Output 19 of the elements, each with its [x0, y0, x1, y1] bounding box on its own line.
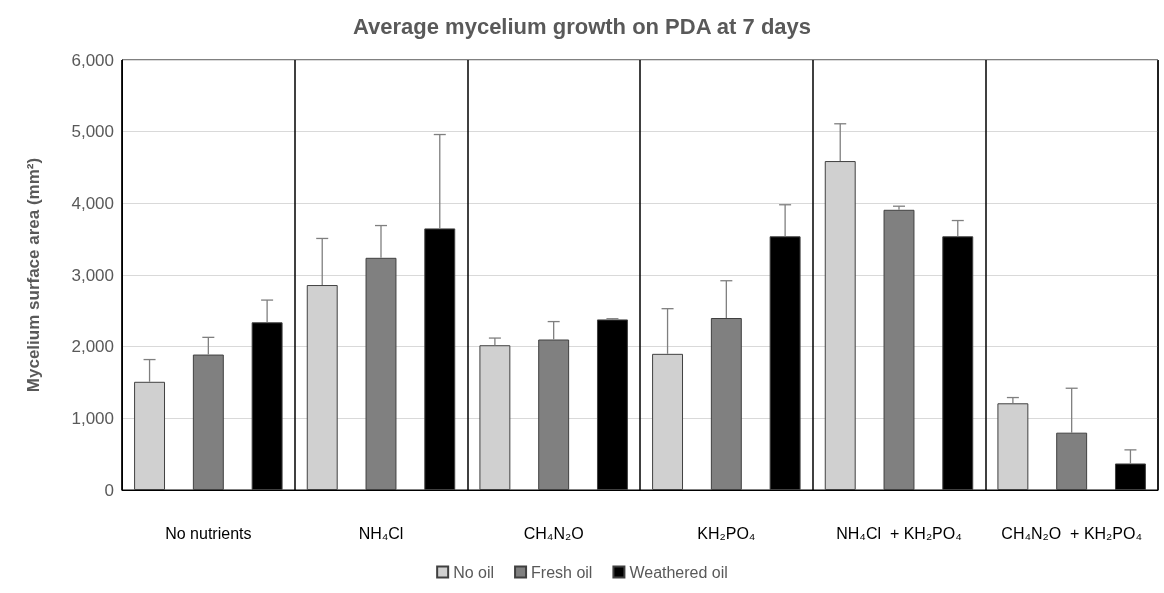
x-tick-label: NH₄Cl: [358, 524, 404, 542]
x-tick-label: KH₂PO₄: [697, 524, 756, 542]
x-tick-label: CH₄N₂O: [523, 524, 584, 542]
y-tick-label: 3,000: [71, 265, 114, 285]
y-tick-label: 6,000: [71, 50, 114, 70]
legend-label: No oil: [453, 563, 495, 581]
x-tick-label: CH₄N₂O + KH₂PO₄: [1001, 524, 1142, 542]
bar: [883, 209, 915, 490]
y-tick-label: 1,000: [71, 408, 114, 428]
y-tick-label: 0: [104, 480, 114, 500]
legend-label: Fresh oil: [531, 563, 593, 581]
y-tick-label: 4,000: [71, 193, 114, 213]
y-axis-title: Mycelium surface area (mm²): [24, 157, 43, 393]
y-tick-label: 5,000: [71, 122, 114, 142]
legend-label: Weathered oil: [629, 563, 728, 581]
x-tick-label: No nutrients: [165, 524, 252, 542]
x-tick-label: NH₄Cl + KH₂PO₄: [836, 524, 962, 542]
y-tick-label: 2,000: [71, 337, 114, 357]
chart-title: Average mycelium growth on PDA at 7 days: [352, 13, 812, 39]
